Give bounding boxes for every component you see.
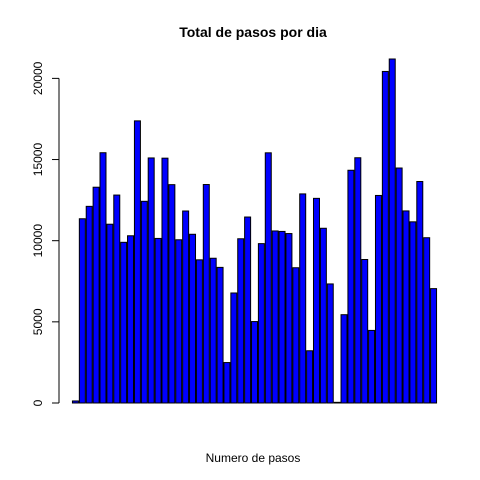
- bar: [182, 210, 190, 404]
- bar: [333, 401, 341, 404]
- chart-title: Total de pasos por dia: [179, 24, 327, 40]
- y-tick-label: 10000: [31, 224, 45, 258]
- bar: [189, 233, 197, 404]
- bar: [216, 266, 224, 404]
- bar: [99, 152, 107, 404]
- bar: [237, 238, 245, 404]
- bar: [340, 314, 348, 404]
- bar: [374, 194, 382, 404]
- bar: [127, 235, 135, 404]
- bar: [402, 210, 410, 404]
- bar: [278, 230, 286, 404]
- bar: [388, 58, 396, 404]
- bar: [285, 233, 293, 404]
- bar: [299, 193, 307, 404]
- bar: [85, 205, 93, 404]
- bar: [409, 221, 417, 404]
- bar: [106, 223, 114, 404]
- bar: [244, 216, 252, 404]
- bar: [326, 283, 334, 404]
- bar: [175, 239, 183, 404]
- bars-group: [71, 58, 438, 404]
- bar: [202, 184, 210, 404]
- y-axis: 0 5000 10000 15000 20000: [31, 61, 60, 406]
- bar: [306, 350, 314, 404]
- bar: [147, 157, 155, 404]
- bar: [319, 227, 327, 404]
- bar: [416, 181, 424, 404]
- bar: [264, 152, 272, 404]
- bar: [251, 321, 258, 404]
- bar: [223, 362, 231, 404]
- bar: [78, 218, 86, 404]
- bar: [113, 194, 121, 404]
- y-tick-label: 15000: [31, 143, 45, 177]
- bar: [257, 243, 265, 404]
- bar: [209, 257, 217, 404]
- bar: [395, 167, 403, 404]
- bar: [423, 237, 431, 404]
- y-tick-label: 5000: [31, 308, 45, 335]
- bar: [140, 200, 148, 404]
- bar: [230, 292, 238, 404]
- bar: [154, 237, 162, 404]
- y-tick-label: 0: [31, 399, 45, 406]
- bar: [430, 288, 438, 404]
- bar: [195, 259, 203, 404]
- bar: [381, 70, 389, 404]
- x-axis-label: Numero de pasos: [206, 451, 301, 465]
- bar: [347, 169, 355, 404]
- bar: [71, 400, 79, 404]
- bar: [361, 259, 369, 404]
- bar: [133, 120, 141, 404]
- y-tick-label: 20000: [31, 61, 45, 95]
- bar: [271, 230, 279, 404]
- bar: [92, 186, 100, 404]
- bar: [168, 184, 176, 404]
- bar: [368, 329, 376, 404]
- bar: [312, 197, 320, 404]
- bar: [354, 157, 362, 404]
- bar: [120, 241, 128, 404]
- bar: [292, 267, 300, 404]
- bar: [161, 157, 169, 404]
